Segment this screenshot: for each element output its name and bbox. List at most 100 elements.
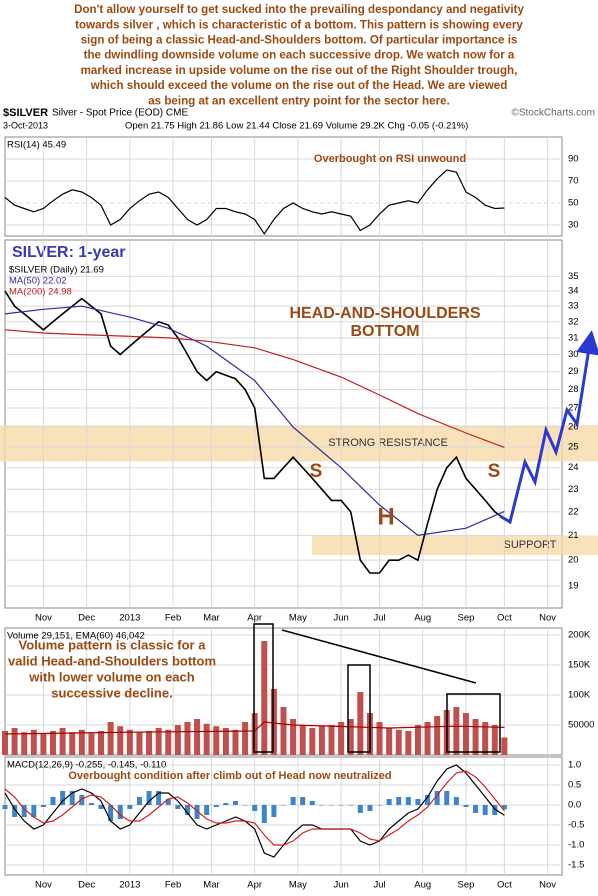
bar — [194, 719, 201, 755]
volume-note: with lower volume on each — [28, 669, 194, 684]
bar — [492, 805, 498, 815]
legend-entry: $SILVER (Daily) 21.69 — [9, 265, 104, 276]
bar — [367, 805, 373, 811]
panel-title: Volume 29,151, EMA(60) 46,042 — [7, 631, 145, 642]
x-tick-label: Jul — [373, 880, 385, 891]
x-tick-label: Aug — [414, 613, 431, 624]
series-line — [4, 764, 505, 858]
volume-box — [446, 693, 501, 753]
bar — [50, 731, 57, 755]
volume-box — [253, 623, 274, 753]
y-tick-label: 30 — [568, 349, 579, 360]
panel-frame — [4, 136, 563, 237]
overlays — [253, 330, 598, 753]
bar — [425, 795, 431, 805]
pattern-label: BOTTOM — [350, 323, 419, 340]
bar — [462, 713, 469, 755]
bar — [174, 725, 181, 755]
x-tick-label: Feb — [165, 613, 181, 624]
price-band — [0, 425, 598, 462]
bar — [434, 791, 440, 805]
bar — [12, 805, 18, 817]
bar — [21, 732, 28, 755]
y-tick-label: 23 — [568, 484, 579, 495]
y-tick-label: 27 — [568, 402, 579, 413]
y-tick-label: 0.0 — [568, 800, 581, 811]
x-tick-label: Nov — [539, 613, 556, 624]
bar — [309, 801, 315, 805]
series-line — [4, 721, 505, 735]
x-tick-label: Apr — [247, 613, 262, 624]
note-line: as being at an excellent entry point for… — [148, 94, 450, 107]
volume-trend — [281, 629, 477, 684]
bar — [136, 797, 142, 805]
bar — [31, 805, 37, 817]
bar — [405, 731, 412, 755]
bar — [396, 797, 402, 805]
bar — [222, 728, 229, 755]
bar — [126, 729, 133, 755]
bar — [117, 726, 124, 755]
volume-note: successive decline. — [51, 685, 172, 700]
bar — [271, 805, 277, 817]
x-tick-label: Nov — [539, 880, 556, 891]
y-tick-label: 30 — [568, 220, 579, 231]
volume-box — [347, 664, 371, 753]
y-tick-label: 24 — [568, 462, 579, 473]
y-tick-label: 150K — [568, 660, 591, 671]
bar — [30, 729, 37, 755]
bar — [482, 722, 489, 755]
bar — [11, 728, 18, 755]
pattern-label: S — [488, 461, 501, 482]
x-tick-label: Jun — [333, 613, 348, 624]
bar — [203, 723, 210, 755]
y-tick-label: 35 — [568, 271, 579, 282]
bar — [69, 791, 75, 805]
bar — [98, 731, 105, 755]
panel-title: RSI(14) 45.49 — [7, 140, 66, 151]
price-band — [312, 535, 598, 556]
source: ©StockCharts.com — [511, 108, 595, 119]
y-tick-label: 50000 — [568, 720, 594, 731]
note-line: towards silver , which is characteristic… — [75, 18, 523, 31]
pattern-label: S — [310, 461, 323, 482]
y-tick-label: 100K — [568, 690, 591, 701]
bar — [59, 728, 66, 755]
bar — [136, 732, 143, 755]
bar — [376, 722, 383, 755]
bar — [117, 805, 123, 819]
bar — [357, 692, 364, 755]
y-tick-label: 90 — [568, 154, 579, 165]
x-tick-label: Apr — [247, 880, 262, 891]
bar — [213, 726, 220, 755]
bar — [491, 725, 498, 755]
volume-note: valid Head-and-Shoulders bottom — [8, 653, 216, 668]
bar — [434, 716, 441, 755]
x-tick-label: 2013 — [119, 880, 140, 891]
bar — [146, 731, 153, 755]
bar — [453, 797, 459, 805]
bar — [290, 797, 296, 805]
pattern-label: H — [377, 503, 394, 530]
bar — [2, 731, 8, 755]
bar — [107, 722, 114, 755]
x-tick-label: May — [289, 880, 307, 891]
bar — [463, 805, 469, 807]
bar — [473, 805, 479, 813]
bar — [40, 805, 46, 807]
bar — [501, 805, 507, 810]
band-label: SUPPORT — [504, 539, 557, 551]
y-tick-label: 31 — [568, 332, 579, 343]
date: 3-Oct-2013 — [3, 120, 48, 130]
x-tick-label: Jul — [373, 613, 385, 624]
series-line — [4, 169, 505, 235]
x-tick-label: Feb — [165, 880, 181, 891]
legend-entry: MA(50) 22.02 — [9, 276, 67, 287]
x-tick-label: Jun — [333, 880, 348, 891]
bar — [290, 719, 297, 755]
bar — [386, 799, 392, 805]
bar — [213, 805, 219, 807]
x-tick-label: 2013 — [119, 613, 140, 624]
y-tick-label: 1.0 — [568, 760, 581, 771]
